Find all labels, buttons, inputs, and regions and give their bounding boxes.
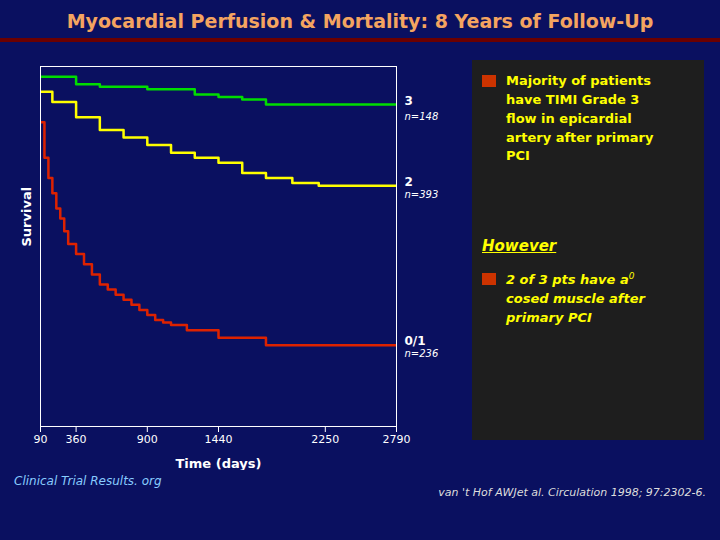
svg-text:n=148: n=148 [405,111,439,122]
svg-text:2: 2 [405,175,413,189]
html-text:2 of 3 pts have a0: 2 of 3 pts have a0 [506,271,635,288]
html-text:Myocardial Perfusion & Mortali: Myocardial Perfusion & Mortality: 8 Year… [66,10,654,32]
svg-text:1440: 1440 [205,433,233,446]
html-text:However: However [482,237,557,256]
svg-text:90: 90 [34,433,48,446]
svg-text:360: 360 [66,433,87,446]
html-text:Clinical Trial Results. org: Clinical Trial Results. org [14,474,162,488]
html-text:van 't Hof AWJet al. Circulati: van 't Hof AWJet al. Circulation 1998; 9… [438,486,706,499]
svg-text:n=393: n=393 [405,189,439,200]
svg-text:n=236: n=236 [405,348,439,359]
svg-text:0/1: 0/1 [405,334,426,348]
svg-text:Survival: Survival [19,187,34,247]
html-text:Majority of patients have TIMI: Majority of patients have TIMI Grade 3 f… [506,73,654,164]
html-text:cosed muscle after primary PCI: cosed muscle after primary PCI [506,291,645,325]
svg-text:900: 900 [137,433,158,446]
svg-text:Time (days): Time (days) [176,456,262,471]
svg-text:2790: 2790 [383,433,411,446]
svg-text:2250: 2250 [311,433,339,446]
svg-text:3: 3 [405,94,413,108]
